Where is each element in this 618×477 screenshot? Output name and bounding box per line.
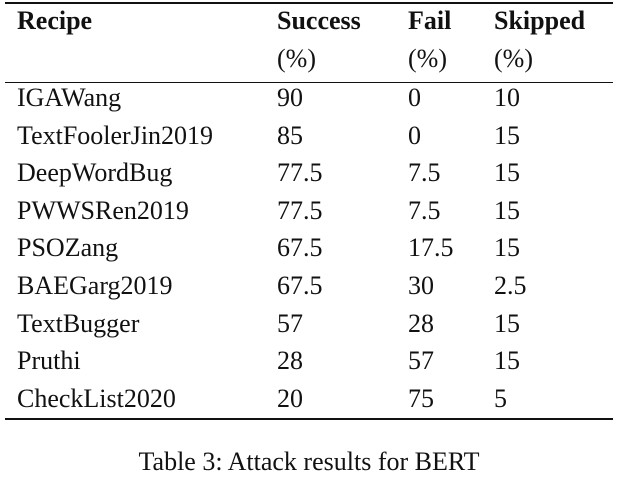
- cell-value: 85: [277, 120, 303, 150]
- row-label: BAEGarg2019: [17, 271, 173, 300]
- row-label: CheckList2020: [17, 383, 176, 413]
- cell-value: 15: [494, 346, 520, 376]
- row-label: PWWSRen2019: [17, 195, 189, 225]
- column-header: Success: [277, 6, 361, 35]
- cell-value: 15: [494, 120, 520, 150]
- column-header: Recipe: [17, 6, 93, 35]
- row-label: TextBugger: [17, 308, 140, 338]
- cell-value: 7.5: [408, 195, 441, 225]
- cell-value: 57: [277, 308, 303, 338]
- cell-value: 10: [494, 83, 520, 112]
- cell-value: 0: [408, 120, 421, 150]
- caption: Table 3: Attack results for BERT: [138, 447, 480, 476]
- cell-value: 5: [494, 383, 507, 413]
- cell-value: 67.5: [277, 271, 323, 300]
- cell-value: 30: [408, 271, 434, 300]
- cell-value: 20: [277, 383, 303, 413]
- column-header: Fail: [408, 6, 452, 35]
- column-unit: (%): [494, 44, 533, 73]
- cell-value: 15: [494, 158, 520, 188]
- column-header: Skipped: [494, 6, 586, 35]
- row-label: Pruthi: [17, 346, 81, 376]
- column-unit: (%): [408, 44, 447, 73]
- bottom-rule: [5, 418, 613, 420]
- mid-rule: [5, 82, 613, 83]
- row-label: PSOZang: [17, 233, 119, 263]
- cell-value: 28: [277, 346, 303, 376]
- cell-value: 57: [408, 346, 434, 376]
- cell-value: 17.5: [408, 233, 454, 263]
- column-unit: (%): [277, 44, 316, 73]
- row-label: IGAWang: [17, 83, 122, 112]
- cell-value: 7.5: [408, 158, 441, 188]
- cell-value: 90: [277, 83, 303, 112]
- cell-value: 77.5: [277, 158, 323, 188]
- page: {"table": { "columns": [ {"label": "Reci…: [5, 2, 613, 476]
- cell-value: 0: [408, 83, 421, 112]
- cell-value: 2.5: [494, 271, 527, 300]
- cell-value: 28: [408, 308, 434, 338]
- cell-value: 77.5: [277, 195, 323, 225]
- cell-value: 15: [494, 308, 520, 338]
- cell-value: 67.5: [277, 233, 323, 263]
- row-label: DeepWordBug: [17, 158, 173, 188]
- cell-value: 15: [494, 195, 520, 225]
- top-rule: [5, 2, 613, 4]
- row-label: TextFoolerJin2019: [17, 120, 214, 150]
- cell-value: 15: [494, 233, 520, 263]
- cell-value: 75: [408, 383, 434, 413]
